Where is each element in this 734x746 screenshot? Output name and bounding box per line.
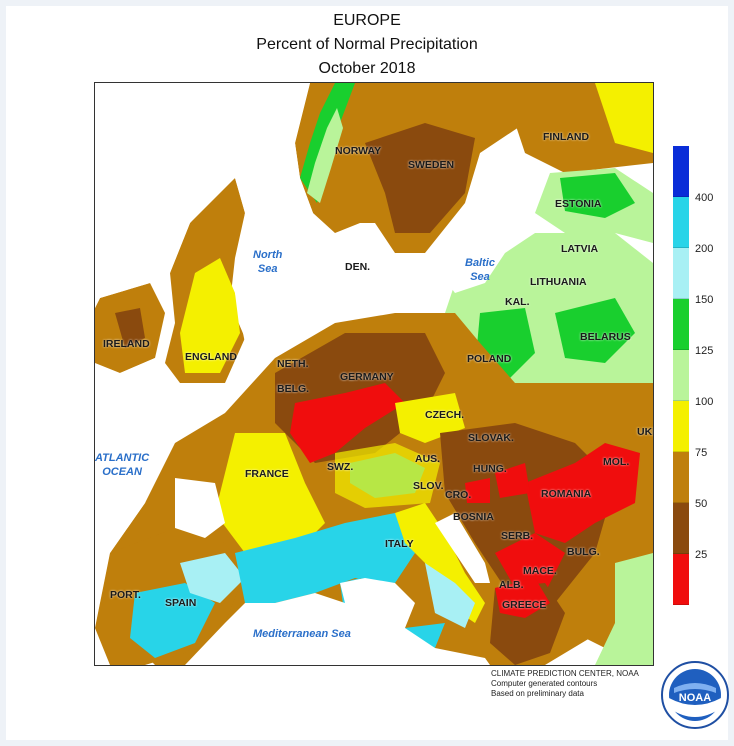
label-italy: ITALY [385, 538, 414, 550]
label-atlantic-ocean: ATLANTIC OCEAN [95, 452, 150, 478]
legend-swatch-5 [673, 401, 689, 452]
label-czechia: CZECH. [425, 409, 465, 421]
label-croatia: CRO. [445, 489, 472, 501]
legend-label-200: 200 [695, 243, 714, 255]
atlantic-lower [95, 358, 175, 563]
label-ireland: IRELAND [103, 338, 150, 350]
legend-swatch-8 [673, 554, 689, 605]
credit-line-1: CLIMATE PREDICTION CENTER, NOAA [491, 669, 639, 678]
label-austria: AUS. [415, 453, 441, 465]
label-romania: ROMANIA [541, 488, 592, 500]
legend-swatch-7 [673, 503, 689, 554]
finland-yellow [595, 83, 653, 153]
serbia-very-dry [495, 533, 565, 593]
precipitation-map: NORWAY SWEDEN FINLAND ESTONIA LATVIA LIT… [94, 82, 654, 666]
label-spain: SPAIN [165, 597, 197, 609]
label-england: ENGLAND [185, 351, 237, 363]
label-norway: NORWAY [335, 145, 382, 157]
legend-label-400: 400 [695, 192, 714, 204]
label-hungary: HUNG. [473, 463, 507, 475]
alps-moist [335, 443, 440, 508]
label-latvia: LATVIA [561, 243, 599, 255]
spain-wet [130, 583, 215, 658]
czech-yellow [395, 393, 465, 443]
hungary-patch [495, 463, 530, 498]
map-layer [95, 83, 653, 665]
label-mediterranean-sea: Mediterranean Sea [253, 628, 351, 640]
legend-swatch-3 [673, 299, 689, 350]
label-kaliningrad: KAL. [505, 296, 530, 308]
label-germany: GERMANY [340, 371, 394, 383]
label-moldova: MOL. [603, 456, 630, 468]
label-denmark: DEN. [345, 261, 371, 273]
legend-label-125: 125 [695, 345, 714, 357]
sweden-dry [365, 123, 475, 233]
med-coast-wet [235, 513, 415, 603]
label-sweden: SWEDEN [408, 159, 455, 171]
label-macedonia: MACE. [523, 565, 557, 577]
label-serbia: SERB. [501, 530, 534, 542]
atlantic-ocean [95, 83, 235, 308]
legend-label-100: 100 [695, 396, 714, 408]
belarus-wet [555, 298, 635, 363]
turkey-edge [595, 553, 653, 665]
label-switzerland: SWZ. [327, 461, 354, 473]
label-slovakia: SLOVAK. [468, 432, 514, 444]
map-subtitle: Percent of Normal Precipitation [256, 36, 478, 53]
legend-swatch-4 [673, 350, 689, 401]
map-period: October 2018 [318, 60, 416, 77]
bay-of-biscay [175, 478, 225, 538]
legend-label-75: 75 [695, 447, 708, 459]
ireland-dry [115, 308, 145, 348]
legend-label-25: 25 [695, 549, 708, 561]
label-bosnia: BOSNIA [453, 511, 494, 523]
label-france: FRANCE [245, 468, 289, 480]
label-greece: GREECE [502, 599, 547, 611]
croatia-patch [465, 478, 490, 503]
map-title: EUROPE [333, 12, 401, 29]
legend-swatch-2 [673, 248, 689, 299]
noaa-logo-text: NOAA [679, 692, 711, 704]
label-netherlands: NETH. [277, 358, 309, 370]
estonia-very-wet [560, 173, 635, 218]
data-credit: CLIMATE PREDICTION CENTER, NOAA Computer… [491, 669, 639, 699]
label-lithuania: LITHUANIA [530, 276, 587, 288]
label-portugal: PORT. [110, 589, 141, 601]
adriatic-sea [435, 513, 490, 583]
legend-swatch-1 [673, 197, 689, 248]
mediterranean-sea [185, 578, 490, 665]
germany-very-dry [290, 383, 405, 463]
color-legend [673, 146, 689, 605]
label-finland: FINLAND [543, 131, 590, 143]
credit-line-3: Based on preliminary data [491, 689, 584, 698]
label-albania: ALB. [499, 579, 524, 591]
legend-swatch-0 [673, 146, 689, 197]
france-yellow [215, 433, 325, 553]
north-sea [235, 83, 313, 358]
label-bulgaria: BULG. [567, 546, 600, 558]
label-ukraine: UKR [637, 426, 653, 438]
romania-very-dry [525, 443, 640, 543]
norway-coast-moist [307, 108, 343, 203]
legend-swatch-6 [673, 452, 689, 503]
spain-moist [180, 553, 245, 603]
baltic-sea [440, 213, 535, 293]
label-baltic-sea: Baltic Sea [465, 257, 495, 283]
label-slovenia: SLOV. [413, 480, 444, 492]
legend-label-50: 50 [695, 498, 708, 510]
legend-label-150: 150 [695, 294, 714, 306]
label-belarus: BELARUS [580, 331, 631, 343]
label-belgium: BELG. [277, 383, 310, 395]
credit-line-2: Computer generated contours [491, 679, 598, 688]
uk-yellow [180, 258, 240, 373]
label-north-sea: North Sea [253, 249, 283, 275]
noaa-logo: NOAA [661, 661, 729, 729]
label-poland: POLAND [467, 353, 512, 365]
southern-italy-wet [425, 563, 475, 628]
greece-red [495, 578, 550, 618]
label-estonia: ESTONIA [555, 198, 602, 210]
